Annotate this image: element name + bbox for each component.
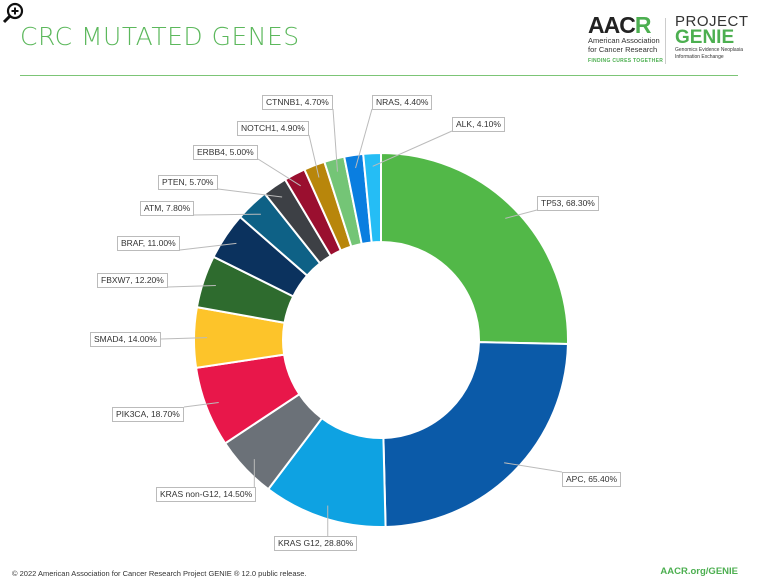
project-genie-logo: PROJECT GENIE Genomics Evidence Neoplasi… xyxy=(675,13,749,60)
slice-tp53[interactable] xyxy=(380,151,569,346)
leader-line xyxy=(257,158,301,187)
slice-label: NOTCH1, 4.90% xyxy=(237,121,309,136)
leader-line xyxy=(372,130,453,167)
slice-label: ATM, 7.80% xyxy=(140,201,195,216)
copyright-text: © 2022 American Association for Cancer R… xyxy=(12,569,307,578)
slice-label: ALK, 4.10% xyxy=(452,117,505,132)
slice-alk[interactable] xyxy=(362,151,382,244)
aacr-genie-link[interactable]: AACR.org/GENIE xyxy=(660,566,738,577)
title-divider xyxy=(20,75,738,76)
slice-label: FBXW7, 12.20% xyxy=(97,273,168,288)
slice-label: SMAD4, 14.00% xyxy=(90,332,161,347)
leader-line xyxy=(160,337,208,340)
slice-label: TP53, 68.30% xyxy=(537,196,599,211)
chart-title: CRC MUTATED GENES xyxy=(20,22,300,51)
leader-line xyxy=(179,242,237,251)
leader-line xyxy=(308,134,320,178)
slice-label: KRAS non-G12, 14.50% xyxy=(156,487,257,502)
leader-line xyxy=(355,108,373,169)
aacr-logo: AACR American Association for Cancer Res… xyxy=(588,12,664,65)
slice-label: APC, 65.40% xyxy=(562,472,622,487)
leader-line xyxy=(332,108,338,172)
slice-label: CTNNB1, 4.70% xyxy=(262,95,333,110)
logo-divider xyxy=(665,18,666,64)
leader-line xyxy=(167,284,216,288)
slice-label: ERBB4, 5.00% xyxy=(193,145,258,160)
zoom-in-icon[interactable] xyxy=(2,2,24,24)
slice-label: PTEN, 5.70% xyxy=(158,175,218,190)
leader-line xyxy=(193,213,261,216)
leader-line xyxy=(505,209,538,219)
leader-line xyxy=(183,402,219,408)
slice-label: PIK3CA, 18.70% xyxy=(112,407,184,422)
slice-label: KRAS G12, 28.80% xyxy=(274,536,358,551)
slice-label: BRAF, 11.00% xyxy=(117,236,180,251)
leader-line xyxy=(504,462,563,473)
slice-apc[interactable] xyxy=(382,341,569,528)
slice-label: NRAS, 4.40% xyxy=(372,95,433,110)
leader-line xyxy=(217,188,283,198)
